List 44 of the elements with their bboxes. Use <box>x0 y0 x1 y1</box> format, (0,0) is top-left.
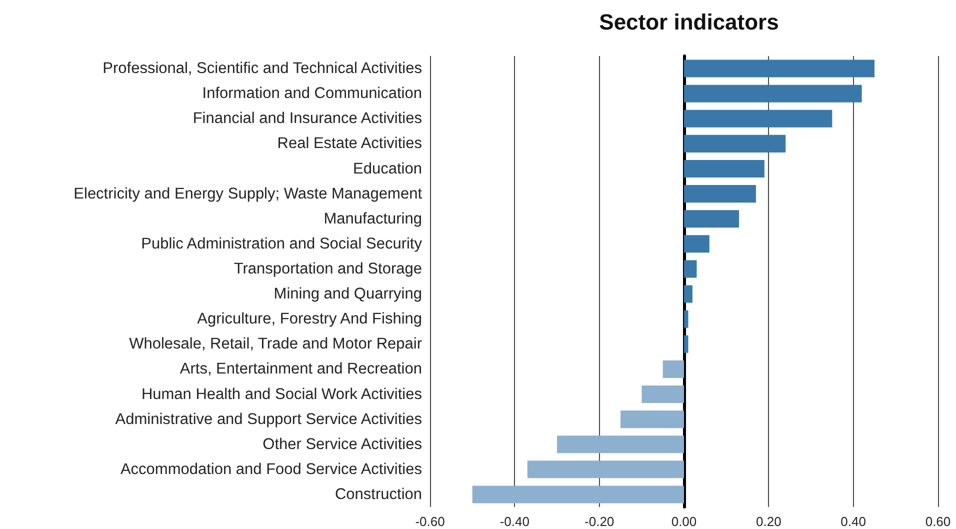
y-tick-label: Public Administration and Social Security <box>141 235 422 252</box>
bar <box>557 436 684 454</box>
x-tick-label: 0.20 <box>756 514 782 529</box>
y-tick-label: Mining and Quarrying <box>274 286 422 303</box>
y-tick-label: Arts, Entertainment and Recreation <box>180 360 422 378</box>
x-tick-label: -0.40 <box>500 514 530 529</box>
y-tick-label: Real Estate Activities <box>277 135 422 152</box>
bar <box>684 285 692 303</box>
y-tick-label: Accommodation and Food Service Activities <box>120 460 422 478</box>
bar <box>684 335 688 353</box>
bar <box>620 410 684 428</box>
bar <box>684 310 688 328</box>
bar <box>684 60 874 78</box>
bar <box>472 486 684 504</box>
y-tick-label: Administrative and Support Service Activities <box>115 410 422 428</box>
x-tick-label: 0.40 <box>840 514 866 529</box>
bar <box>684 160 764 178</box>
y-tick-label: Professional, Scientific and Technical Activities <box>102 60 422 78</box>
y-tick-label: Education <box>353 160 422 178</box>
bar <box>684 110 832 128</box>
bar <box>527 460 684 478</box>
x-tick-label: -0.60 <box>415 514 445 529</box>
y-tick-label: Manufacturing <box>324 210 422 228</box>
y-tick-label: Wholesale, Retail, Trade and Motor Repair <box>129 336 422 353</box>
bar <box>662 360 684 378</box>
bar <box>684 260 697 278</box>
y-tick-label: Information and Communication <box>202 85 422 102</box>
bar <box>684 235 710 253</box>
y-tick-label: Construction <box>334 486 422 503</box>
bar <box>684 210 740 228</box>
y-tick-label: Other Service Activities <box>262 436 422 453</box>
y-tick-label: Transportation and Storage <box>234 260 422 278</box>
y-tick-label: Electricity and Energy Supply; Waste Management <box>74 185 423 202</box>
bar <box>642 385 684 404</box>
x-tick-label: 0.00 <box>671 514 697 529</box>
x-tick-label: 0.60 <box>925 514 951 529</box>
y-tick-label: Human Health and Social Work Activities <box>141 386 422 403</box>
y-tick-label: Agriculture, Forestry And Fishing <box>197 310 422 328</box>
bar <box>684 134 786 152</box>
y-tick-label: Financial and Insurance Activities <box>192 110 422 128</box>
x-tick-label: -0.20 <box>584 514 614 529</box>
bar <box>684 84 862 102</box>
chart-title: Sector indicators <box>599 10 779 34</box>
bar <box>684 185 756 203</box>
